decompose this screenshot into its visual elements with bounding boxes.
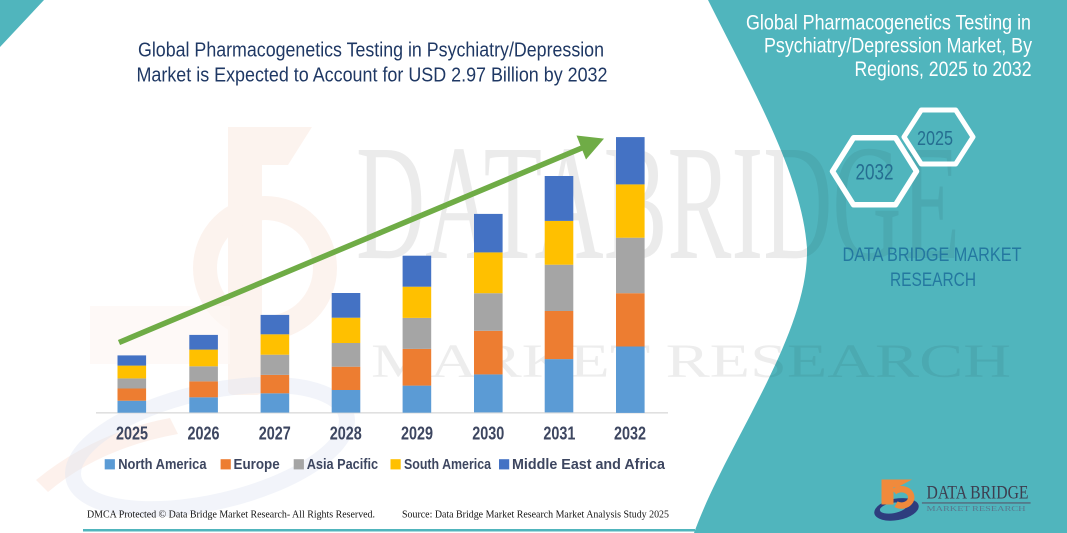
svg-text:DATA BRIDGE MARKET: DATA BRIDGE MARKET bbox=[843, 245, 1022, 266]
svg-text:Asia Pacific: Asia Pacific bbox=[307, 456, 378, 473]
svg-text:Middle East and Africa: Middle East and Africa bbox=[512, 456, 666, 473]
svg-text:2026: 2026 bbox=[188, 424, 220, 444]
svg-text:DMCA Protected © Data Bridge M: DMCA Protected © Data Bridge Market Rese… bbox=[87, 510, 375, 521]
svg-text:2031: 2031 bbox=[543, 424, 575, 444]
svg-text:Market is Expected to Account: Market is Expected to Account for USD 2.… bbox=[137, 65, 608, 87]
svg-text:Global Pharmacogenetics Testin: Global Pharmacogenetics Testing in Psych… bbox=[138, 40, 604, 62]
svg-text:2030: 2030 bbox=[472, 424, 504, 444]
svg-text:2029: 2029 bbox=[401, 424, 433, 444]
svg-text:MARKET RESEARCH: MARKET RESEARCH bbox=[927, 505, 1026, 513]
svg-text:Global Pharmacogenetics Testin: Global Pharmacogenetics Testing in bbox=[746, 12, 1031, 35]
svg-text:RESEARCH: RESEARCH bbox=[890, 270, 976, 291]
svg-text:North America: North America bbox=[118, 456, 207, 473]
svg-text:2027: 2027 bbox=[259, 424, 291, 444]
svg-text:Psychiatry/Depression Market,: Psychiatry/Depression Market, By bbox=[764, 35, 1032, 58]
svg-text:2032: 2032 bbox=[856, 160, 894, 185]
svg-text:2025: 2025 bbox=[917, 127, 953, 150]
svg-text:Source: Data Bridge Market Res: Source: Data Bridge Market Research Mark… bbox=[402, 510, 669, 521]
svg-text:2032: 2032 bbox=[614, 424, 646, 444]
svg-text:DATA BRIDGE: DATA BRIDGE bbox=[927, 482, 1029, 503]
svg-text:Regions, 2025 to 2032: Regions, 2025 to 2032 bbox=[855, 58, 1032, 81]
svg-text:Europe: Europe bbox=[234, 456, 280, 473]
svg-text:South America: South America bbox=[404, 456, 492, 473]
svg-text:2025: 2025 bbox=[116, 424, 148, 444]
svg-text:2028: 2028 bbox=[330, 424, 362, 444]
